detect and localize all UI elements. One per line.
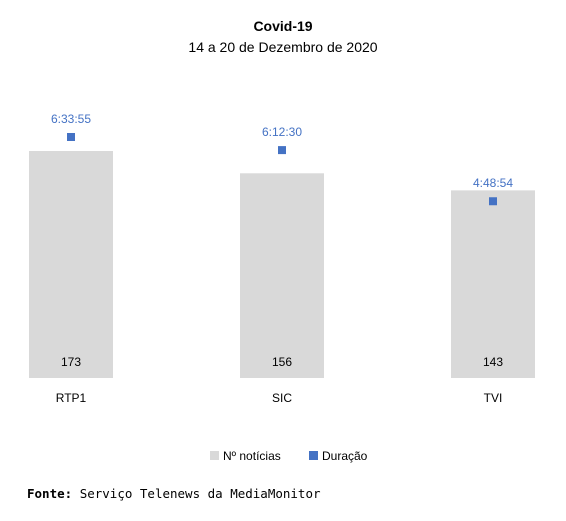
- duration-marker-tvi: [489, 197, 497, 206]
- category-label-sic: SIC: [272, 391, 292, 405]
- chart: Covid-19 14 a 20 de Dezembro de 2020 173…: [29, 18, 535, 463]
- bar-tvi: [451, 190, 535, 378]
- duration-marker-sic: [278, 146, 286, 155]
- source-note: Fonte: Serviço Telenews da MediaMonitor: [27, 486, 321, 501]
- legend: Nº notícias Duração: [210, 449, 368, 463]
- duration-marker-rtp1: [67, 133, 75, 141]
- legend-swatch-duracao: [309, 451, 318, 460]
- duration-label-sic: 6:12:30: [262, 125, 302, 139]
- duration-label-tvi: 4:48:54: [473, 176, 513, 190]
- chart-title: Covid-19: [253, 18, 312, 34]
- duration-label-rtp1: 6:33:55: [51, 112, 91, 126]
- source-text: Serviço Telenews da MediaMonitor: [79, 486, 321, 501]
- plot-area: 173 6:33:55 RTP1 156 6:12:30 SIC 143 4:48:54 TVI: [29, 112, 535, 405]
- legend-label-duracao: Duração: [322, 449, 368, 463]
- chart-subtitle: 14 a 20 de Dezembro de 2020: [188, 39, 377, 55]
- bar-rtp1: [29, 151, 113, 378]
- bar-value-label-sic: 156: [272, 355, 292, 369]
- category-label-rtp1: RTP1: [56, 391, 87, 405]
- bar-sic: [240, 173, 324, 378]
- legend-swatch-noticias: [210, 451, 219, 460]
- category-label-tvi: TVI: [484, 391, 503, 405]
- bar-value-label-rtp1: 173: [61, 355, 81, 369]
- bar-value-label-tvi: 143: [483, 355, 503, 369]
- source-label: Fonte:: [27, 486, 73, 501]
- legend-label-noticias: Nº notícias: [223, 449, 281, 463]
